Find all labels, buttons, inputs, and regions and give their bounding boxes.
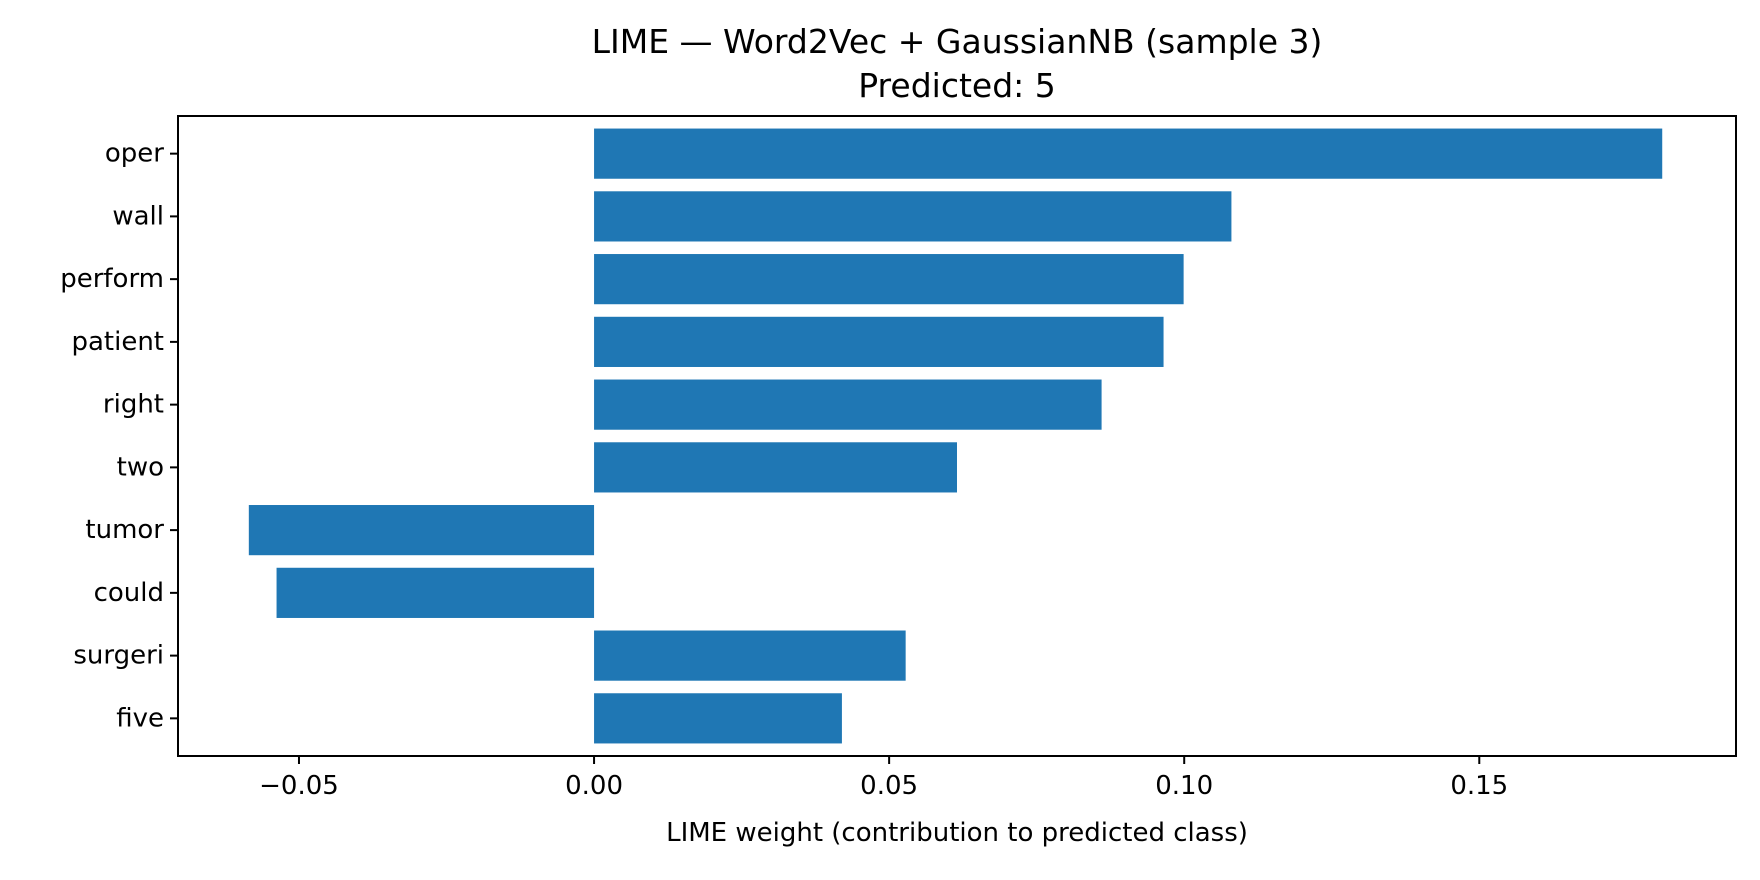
bar-right [594,379,1102,430]
bar-wall [594,191,1232,242]
x-tick-label: 0.05 [860,771,918,801]
chart-subtitle: Predicted: 5 [858,66,1056,105]
bar-surgeri [594,630,906,681]
y-tick-label: could [94,578,164,608]
y-axis-ticks: oper wall perform patient right two tumor could… [60,139,178,733]
bar-tumor [248,505,595,556]
y-tick-label: perform [60,264,164,294]
chart-title: LIME — Word2Vec + GaussianNB (sample 3) [592,22,1323,61]
x-tick-label: 0.15 [1450,771,1508,801]
y-tick-label: five [116,703,164,733]
y-tick-label: oper [105,139,164,169]
bar-perform [594,254,1184,305]
y-tick-label: two [117,452,164,482]
y-tick-label: right [103,390,164,420]
bar-oper [594,128,1663,179]
plot-frame [177,115,1737,757]
x-axis-ticks: −0.05 0.00 0.05 0.10 0.15 [259,756,1508,801]
bars-group [248,128,1663,744]
y-tick-label: tumor [85,515,164,545]
x-tick-label: 0.00 [565,771,623,801]
x-axis-label: LIME weight (contribution to predicted c… [666,818,1248,848]
bar-five [594,693,842,744]
y-tick-label: patient [71,327,164,357]
bar-could [276,567,595,618]
x-tick-label: 0.10 [1155,771,1213,801]
y-tick-label: surgeri [73,641,164,671]
x-tick-label: −0.05 [259,771,339,801]
y-tick-label: wall [112,201,164,231]
bar-two [594,442,957,493]
bar-patient [594,316,1164,367]
